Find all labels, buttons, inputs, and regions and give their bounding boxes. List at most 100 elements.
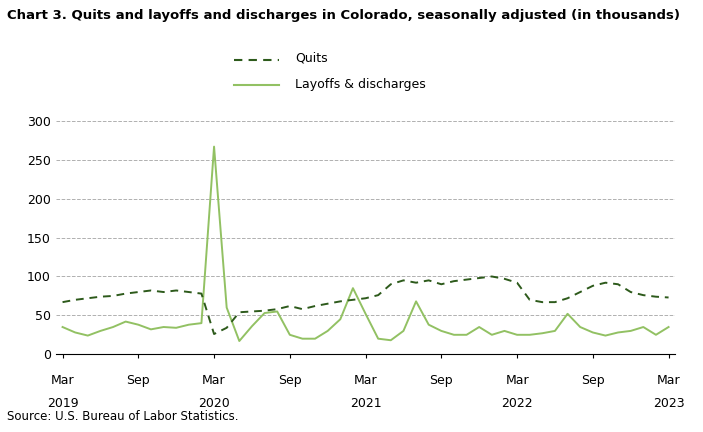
Layoffs & discharges [664, 324, 673, 330]
Quits [626, 289, 635, 295]
Quits [475, 276, 484, 281]
Layoffs & discharges [109, 324, 117, 330]
Quits [387, 282, 395, 287]
Layoffs & discharges [122, 319, 130, 324]
Quits [550, 299, 559, 305]
Quits [109, 293, 117, 299]
Layoffs & discharges [513, 332, 522, 337]
Layoffs & discharges [285, 332, 294, 337]
Layoffs & discharges [84, 333, 92, 338]
Quits [601, 280, 610, 285]
Text: Chart 3. Quits and layoffs and discharges in Colorado, seasonally adjusted (in t: Chart 3. Quits and layoffs and discharge… [7, 9, 680, 22]
Quits [538, 299, 546, 305]
Text: Sep: Sep [430, 374, 453, 387]
Layoffs & discharges [588, 330, 597, 335]
Layoffs & discharges [134, 322, 143, 327]
Quits [412, 280, 420, 285]
Layoffs & discharges [563, 311, 572, 316]
Text: Sep: Sep [581, 374, 605, 387]
Layoffs & discharges [525, 332, 534, 337]
Quits [222, 325, 231, 330]
Text: Mar: Mar [51, 374, 75, 387]
Text: 2022: 2022 [501, 397, 533, 410]
Line: Layoffs & discharges: Layoffs & discharges [63, 146, 669, 341]
Quits [488, 274, 496, 279]
Quits [588, 283, 597, 289]
Layoffs & discharges [399, 328, 408, 334]
Layoffs & discharges [349, 286, 357, 291]
Text: Quits: Quits [295, 52, 328, 65]
Layoffs & discharges [626, 328, 635, 334]
Layoffs & discharges [222, 305, 231, 310]
Quits [349, 297, 357, 302]
Layoffs & discharges [147, 327, 155, 332]
Quits [134, 289, 143, 295]
Quits [235, 310, 243, 315]
Layoffs & discharges [450, 332, 458, 337]
Quits [311, 303, 319, 308]
Quits [425, 278, 433, 283]
Quits [399, 278, 408, 283]
Quits [260, 308, 269, 313]
Quits [361, 295, 370, 301]
Layoffs & discharges [425, 322, 433, 327]
Layoffs & discharges [71, 330, 79, 335]
Layoffs & discharges [475, 324, 484, 330]
Layoffs & discharges [172, 325, 181, 330]
Text: Mar: Mar [202, 374, 226, 387]
Quits [160, 289, 168, 295]
Quits [563, 295, 572, 301]
Quits [664, 295, 673, 300]
Layoffs & discharges [501, 328, 509, 334]
Quits [71, 297, 79, 302]
Layoffs & discharges [235, 338, 243, 343]
Layoffs & discharges [247, 324, 256, 329]
Layoffs & discharges [185, 322, 193, 327]
Layoffs & discharges [550, 328, 559, 334]
Layoffs & discharges [387, 338, 395, 343]
Quits [614, 282, 622, 287]
Text: Layoffs & discharges: Layoffs & discharges [295, 78, 426, 91]
Quits [437, 282, 446, 287]
Quits [576, 289, 584, 295]
Layoffs & discharges [209, 144, 218, 149]
Quits [172, 288, 181, 293]
Text: Source: U.S. Bureau of Labor Statistics.: Source: U.S. Bureau of Labor Statistics. [7, 410, 238, 423]
Layoffs & discharges [538, 330, 546, 336]
Layoffs & discharges [488, 332, 496, 337]
Text: 2019: 2019 [46, 397, 78, 410]
Quits [652, 294, 660, 299]
Layoffs & discharges [323, 328, 332, 334]
Quits [247, 309, 256, 314]
Quits [501, 276, 509, 281]
Layoffs & discharges [437, 328, 446, 334]
Quits [273, 307, 281, 312]
Quits [298, 307, 307, 312]
Layoffs & discharges [298, 336, 307, 341]
Quits [96, 294, 105, 299]
Layoffs & discharges [463, 332, 471, 337]
Layoffs & discharges [311, 336, 319, 341]
Quits [323, 301, 332, 306]
Quits [336, 299, 344, 304]
Quits [513, 280, 522, 285]
Layoffs & discharges [260, 311, 269, 316]
Layoffs & discharges [160, 324, 168, 330]
Quits [84, 295, 92, 301]
Text: Sep: Sep [278, 374, 302, 387]
Layoffs & discharges [336, 317, 344, 322]
Text: 2023: 2023 [653, 397, 685, 410]
Quits [122, 291, 130, 296]
Layoffs & discharges [58, 324, 67, 330]
Layoffs & discharges [273, 309, 281, 314]
Text: Mar: Mar [505, 374, 529, 387]
Quits [58, 299, 67, 305]
Quits [374, 292, 382, 298]
Quits [285, 303, 294, 308]
Layoffs & discharges [412, 299, 420, 304]
Layoffs & discharges [601, 333, 610, 338]
Quits [463, 277, 471, 282]
Text: Sep: Sep [127, 374, 150, 387]
Quits [147, 288, 155, 293]
Quits [525, 297, 534, 302]
